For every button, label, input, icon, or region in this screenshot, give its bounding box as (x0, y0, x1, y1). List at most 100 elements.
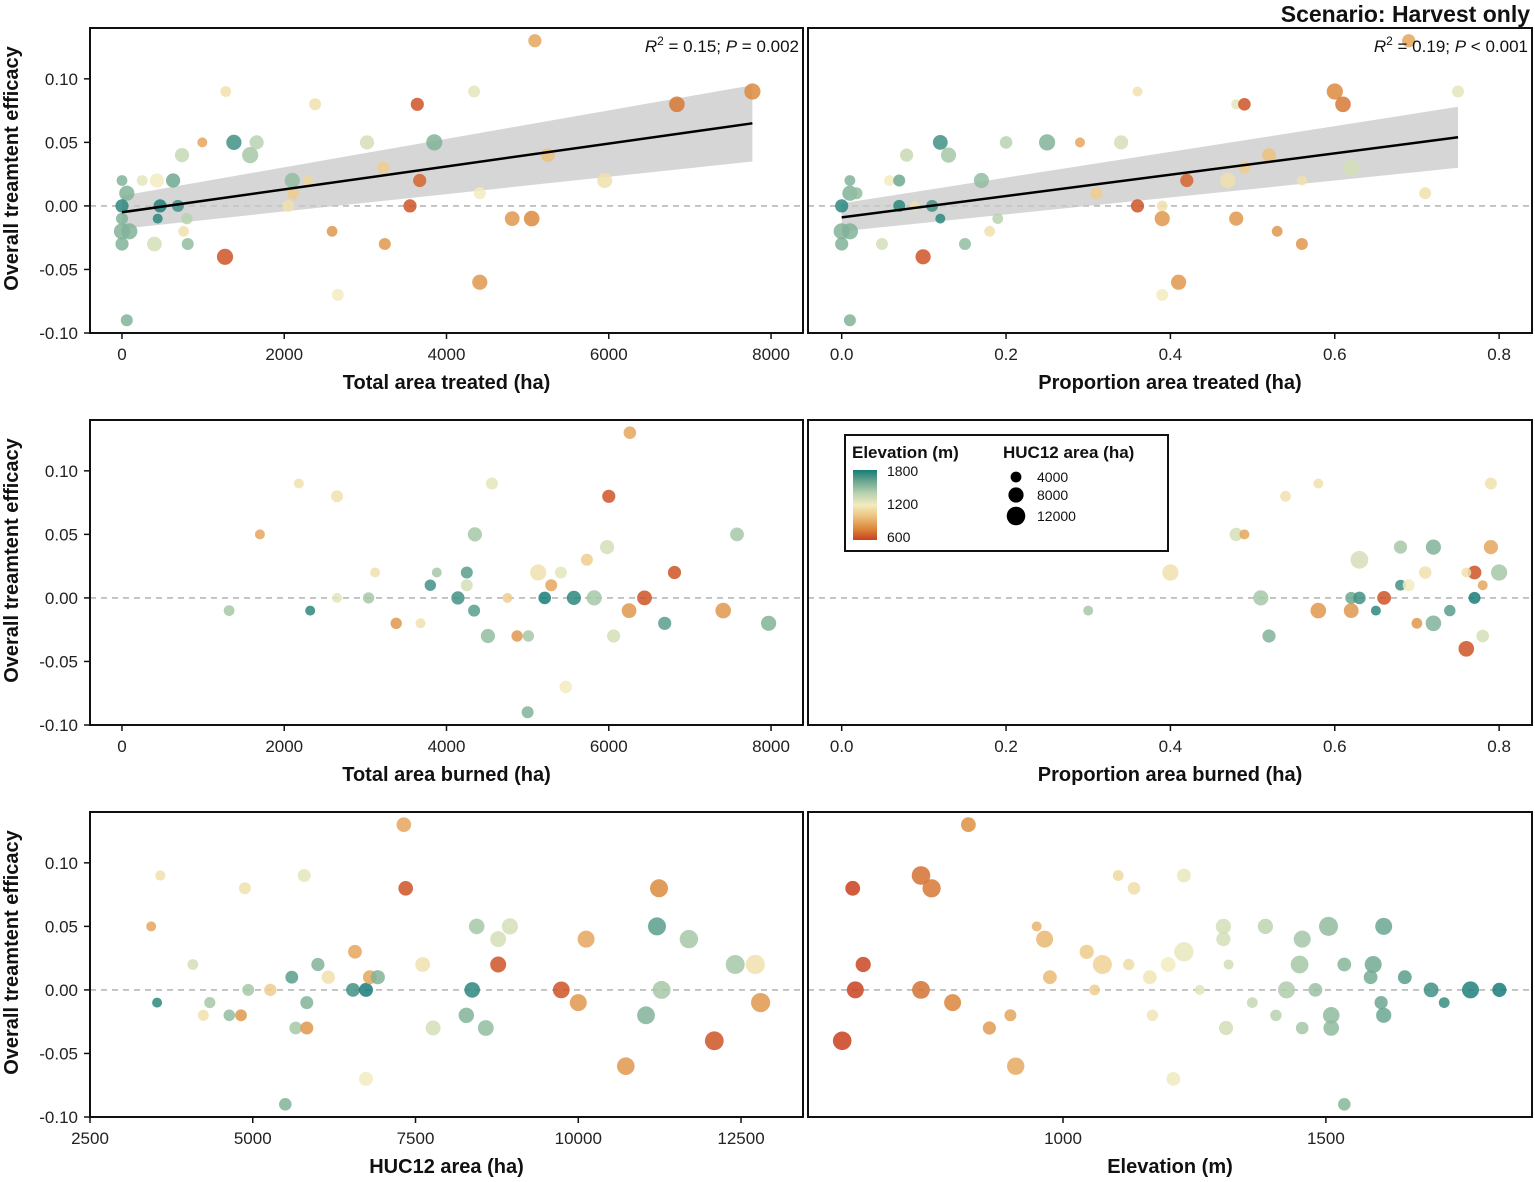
data-point (242, 983, 255, 996)
x-tick-label: 4000 (428, 345, 466, 364)
data-point (415, 957, 431, 972)
data-point (1043, 970, 1057, 985)
data-point (1419, 187, 1432, 200)
panel-5: 2500 5000 7500 10000 12500 HUC12 area (ha) -0.… (1, 811, 804, 1178)
data-point (1335, 96, 1351, 113)
data-point (1322, 1007, 1340, 1024)
data-point (577, 930, 595, 948)
data-point (893, 174, 906, 187)
legend-color-title: Elevation (m) (852, 443, 959, 462)
size-legend-label: 8000 (1037, 487, 1068, 503)
y-tick-label: -0.10 (39, 716, 78, 735)
data-point (523, 210, 540, 227)
data-point (464, 982, 481, 998)
y-tick-label: 0.05 (45, 525, 78, 544)
data-point (415, 618, 426, 629)
data-point (566, 590, 582, 606)
data-point (1326, 83, 1343, 100)
data-point (1114, 135, 1129, 150)
confidence-band (841, 106, 1459, 232)
data-point (1156, 288, 1169, 301)
data-point (522, 630, 535, 642)
data-point (1452, 85, 1464, 98)
data-point (1166, 1072, 1181, 1086)
data-point (1397, 970, 1412, 985)
data-point (1337, 957, 1352, 972)
x-tick-label: 0.2 (994, 345, 1018, 364)
x-tick-label: 8000 (752, 737, 790, 756)
data-point (545, 579, 558, 592)
data-point (935, 213, 946, 224)
data-point (725, 955, 745, 974)
fit-annotation: R2 = 0.19; P < 0.001 (1374, 34, 1528, 56)
data-point (679, 929, 699, 949)
data-point (932, 135, 948, 150)
panel-border (89, 811, 804, 1118)
data-point (1262, 148, 1276, 163)
colorbar-tick-label: 600 (887, 529, 911, 545)
legend-size-title: HUC12 area (ha) (1003, 443, 1134, 462)
data-point (1418, 566, 1432, 579)
y-tick-label: 0.10 (45, 70, 78, 89)
data-point (1296, 175, 1307, 186)
data-point (652, 980, 671, 999)
data-point (120, 314, 133, 327)
data-point (1438, 997, 1450, 1008)
x-tick-label: 2000 (265, 345, 303, 364)
data-point (1218, 1020, 1234, 1036)
data-point (116, 175, 128, 186)
data-point (1262, 629, 1276, 643)
data-point (490, 931, 507, 948)
data-point (115, 237, 129, 251)
data-point (600, 540, 615, 555)
data-point (658, 616, 672, 630)
data-point (254, 529, 265, 540)
data-point (282, 199, 295, 212)
data-point (1338, 1098, 1351, 1111)
fit-annotation: R2 = 0.15; P = 0.002 (645, 34, 799, 56)
size-legend-label: 12000 (1037, 508, 1076, 524)
panel-6: 1000 1500 Elevation (m) (807, 811, 1533, 1178)
data-point (390, 617, 402, 629)
data-point (485, 477, 498, 490)
data-point (1089, 984, 1100, 996)
data-point (377, 161, 390, 174)
x-tick-label: 0.6 (1323, 737, 1347, 756)
y-tick-label: 0.10 (45, 854, 78, 873)
data-point (331, 288, 344, 301)
data-point (1425, 615, 1442, 632)
data-point (477, 1020, 494, 1036)
data-point (1156, 200, 1168, 212)
data-point (521, 706, 534, 719)
x-tick-label: 6000 (590, 737, 628, 756)
data-point (413, 173, 427, 188)
x-tick-label: 2000 (265, 737, 303, 756)
data-point (116, 212, 128, 225)
size-legend-circle (1008, 487, 1024, 503)
data-point (538, 591, 551, 605)
data-point (326, 225, 338, 237)
data-point (1444, 604, 1456, 617)
data-point (1462, 981, 1479, 999)
y-tick-label: 0.00 (45, 197, 78, 216)
data-point (287, 187, 300, 200)
data-point (1216, 932, 1231, 947)
data-point (1461, 567, 1472, 578)
data-point (279, 1098, 292, 1111)
data-point (973, 172, 990, 189)
data-point (1293, 930, 1311, 948)
panel-border (89, 419, 804, 726)
data-point (396, 817, 412, 832)
panel-1: 0 2000 4000 6000 8000 Total area treated (ha)… (1, 27, 804, 394)
data-point (1223, 959, 1234, 970)
data-point (1319, 916, 1338, 936)
y-tick-label: 0.00 (45, 981, 78, 1000)
x-axis-label: Elevation (m) (1107, 1156, 1233, 1178)
data-point (876, 238, 888, 250)
data-point (1090, 187, 1103, 200)
x-tick-label: 0.0 (830, 345, 854, 364)
data-point (460, 579, 473, 592)
data-point (1177, 868, 1191, 883)
data-point (1238, 98, 1251, 111)
